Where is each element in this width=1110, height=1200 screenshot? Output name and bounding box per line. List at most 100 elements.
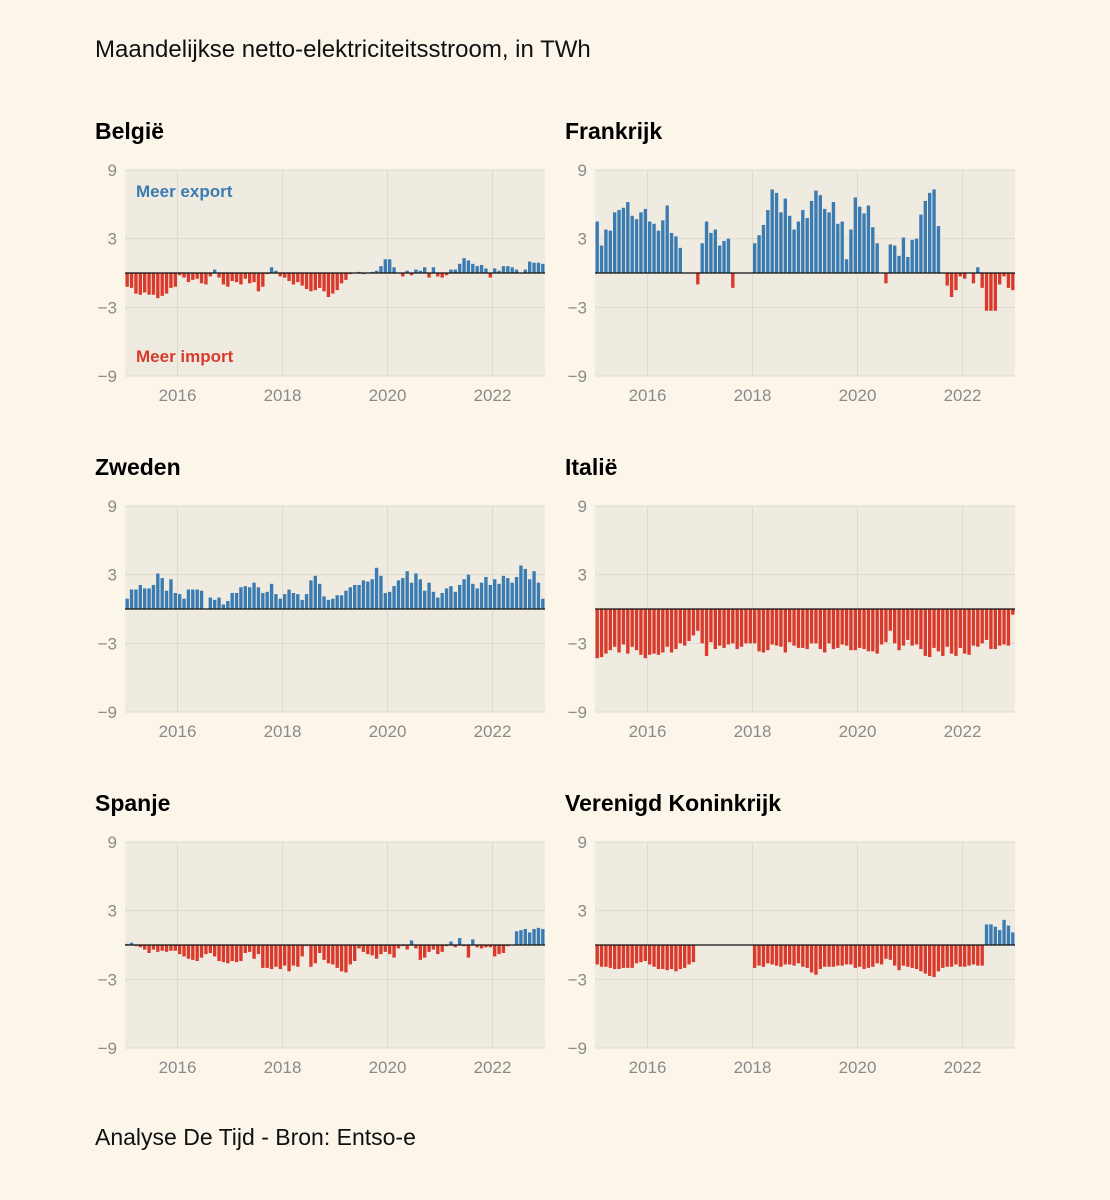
bar: [414, 573, 418, 609]
bar: [875, 945, 879, 964]
bar: [884, 609, 888, 643]
bar: [993, 273, 997, 311]
bar: [339, 273, 344, 284]
y-tick-label: −9: [98, 1039, 117, 1058]
bar: [1006, 609, 1011, 646]
bar: [866, 609, 871, 652]
bar: [374, 567, 379, 609]
bar: [449, 586, 453, 609]
bar: [753, 243, 757, 273]
bar: [923, 200, 927, 273]
bar: [805, 218, 809, 273]
bar: [836, 223, 840, 273]
bar: [501, 945, 506, 954]
bar: [879, 609, 884, 645]
chart-svg: 9 3 −3 −9 2016 2018 2020 2022: [568, 161, 1015, 405]
bar: [444, 588, 449, 609]
bar: [208, 597, 212, 609]
bar: [173, 945, 177, 951]
bar: [383, 945, 387, 952]
bar: [541, 928, 545, 945]
bar: [963, 945, 967, 967]
bar: [827, 212, 831, 273]
chart-panel-spanje: Spanje 9 3 −3 −9 2016 2018 2020 2022: [95, 790, 565, 1090]
bar: [674, 236, 678, 273]
chart-svg: 9 3 −3 −9 2016 2018 2020 2022 Meer export Meer im…: [98, 161, 545, 405]
bar: [427, 582, 431, 609]
bar: [125, 598, 129, 609]
chart-panel-verenigd-koninkrijk: Verenigd Koninkrijk 9 3 −3 −9 2016 2018 2020 20…: [565, 790, 1035, 1090]
bar: [125, 273, 129, 287]
bar: [683, 945, 687, 968]
bar: [849, 229, 853, 273]
bar: [138, 945, 142, 948]
bar: [138, 584, 142, 609]
bar: [604, 229, 608, 273]
bar: [604, 945, 608, 967]
bar: [528, 579, 532, 609]
bar: [836, 609, 840, 648]
bar: [661, 945, 665, 970]
bar: [401, 273, 405, 277]
bar: [801, 210, 805, 273]
bar: [431, 945, 436, 950]
bar: [674, 609, 678, 650]
bar: [753, 609, 757, 644]
bar: [479, 945, 484, 949]
bar: [204, 273, 208, 285]
bar: [287, 945, 291, 972]
bar: [208, 945, 212, 954]
bar: [840, 945, 844, 966]
x-tick-label: 2022: [474, 722, 512, 741]
chart-title: Zweden: [95, 454, 181, 480]
bar: [910, 609, 914, 646]
bar: [248, 587, 252, 609]
bar: [809, 945, 814, 973]
bar: [718, 245, 722, 273]
bar: [875, 609, 879, 654]
bar: [971, 945, 976, 965]
bar: [409, 940, 414, 945]
chart-svg: 9 3 −3 −9 2016 2018 2020 2022: [568, 833, 1015, 1077]
bar: [541, 263, 545, 273]
y-tick-label: −9: [568, 703, 587, 722]
bar: [532, 928, 536, 945]
bar: [178, 273, 182, 276]
bar: [897, 255, 901, 273]
bar: [914, 609, 919, 645]
bar: [818, 609, 822, 650]
bar: [613, 609, 617, 647]
bar: [932, 189, 936, 273]
bar: [713, 609, 717, 650]
bar: [475, 588, 479, 609]
bar: [138, 273, 142, 295]
bar: [626, 945, 630, 968]
bar: [976, 945, 980, 966]
bar: [287, 273, 291, 282]
bar: [906, 256, 910, 273]
bar: [379, 266, 383, 273]
bar: [919, 945, 923, 972]
bar: [862, 945, 866, 970]
x-tick-label: 2016: [629, 386, 667, 405]
bar: [958, 273, 962, 277]
bar: [634, 609, 639, 651]
bar: [700, 609, 704, 644]
bar: [291, 273, 296, 285]
bar: [853, 609, 857, 651]
bar: [963, 609, 967, 654]
bar: [151, 945, 156, 950]
bar: [388, 945, 392, 955]
bar: [814, 945, 818, 975]
bar: [278, 945, 282, 970]
bar: [919, 609, 923, 650]
bar: [160, 945, 164, 951]
bar: [783, 609, 787, 653]
bar: [971, 609, 976, 646]
bar: [726, 609, 731, 645]
bar: [757, 609, 761, 652]
bar: [440, 945, 444, 952]
bar: [261, 592, 265, 609]
bar: [234, 273, 239, 283]
bar: [335, 945, 339, 968]
